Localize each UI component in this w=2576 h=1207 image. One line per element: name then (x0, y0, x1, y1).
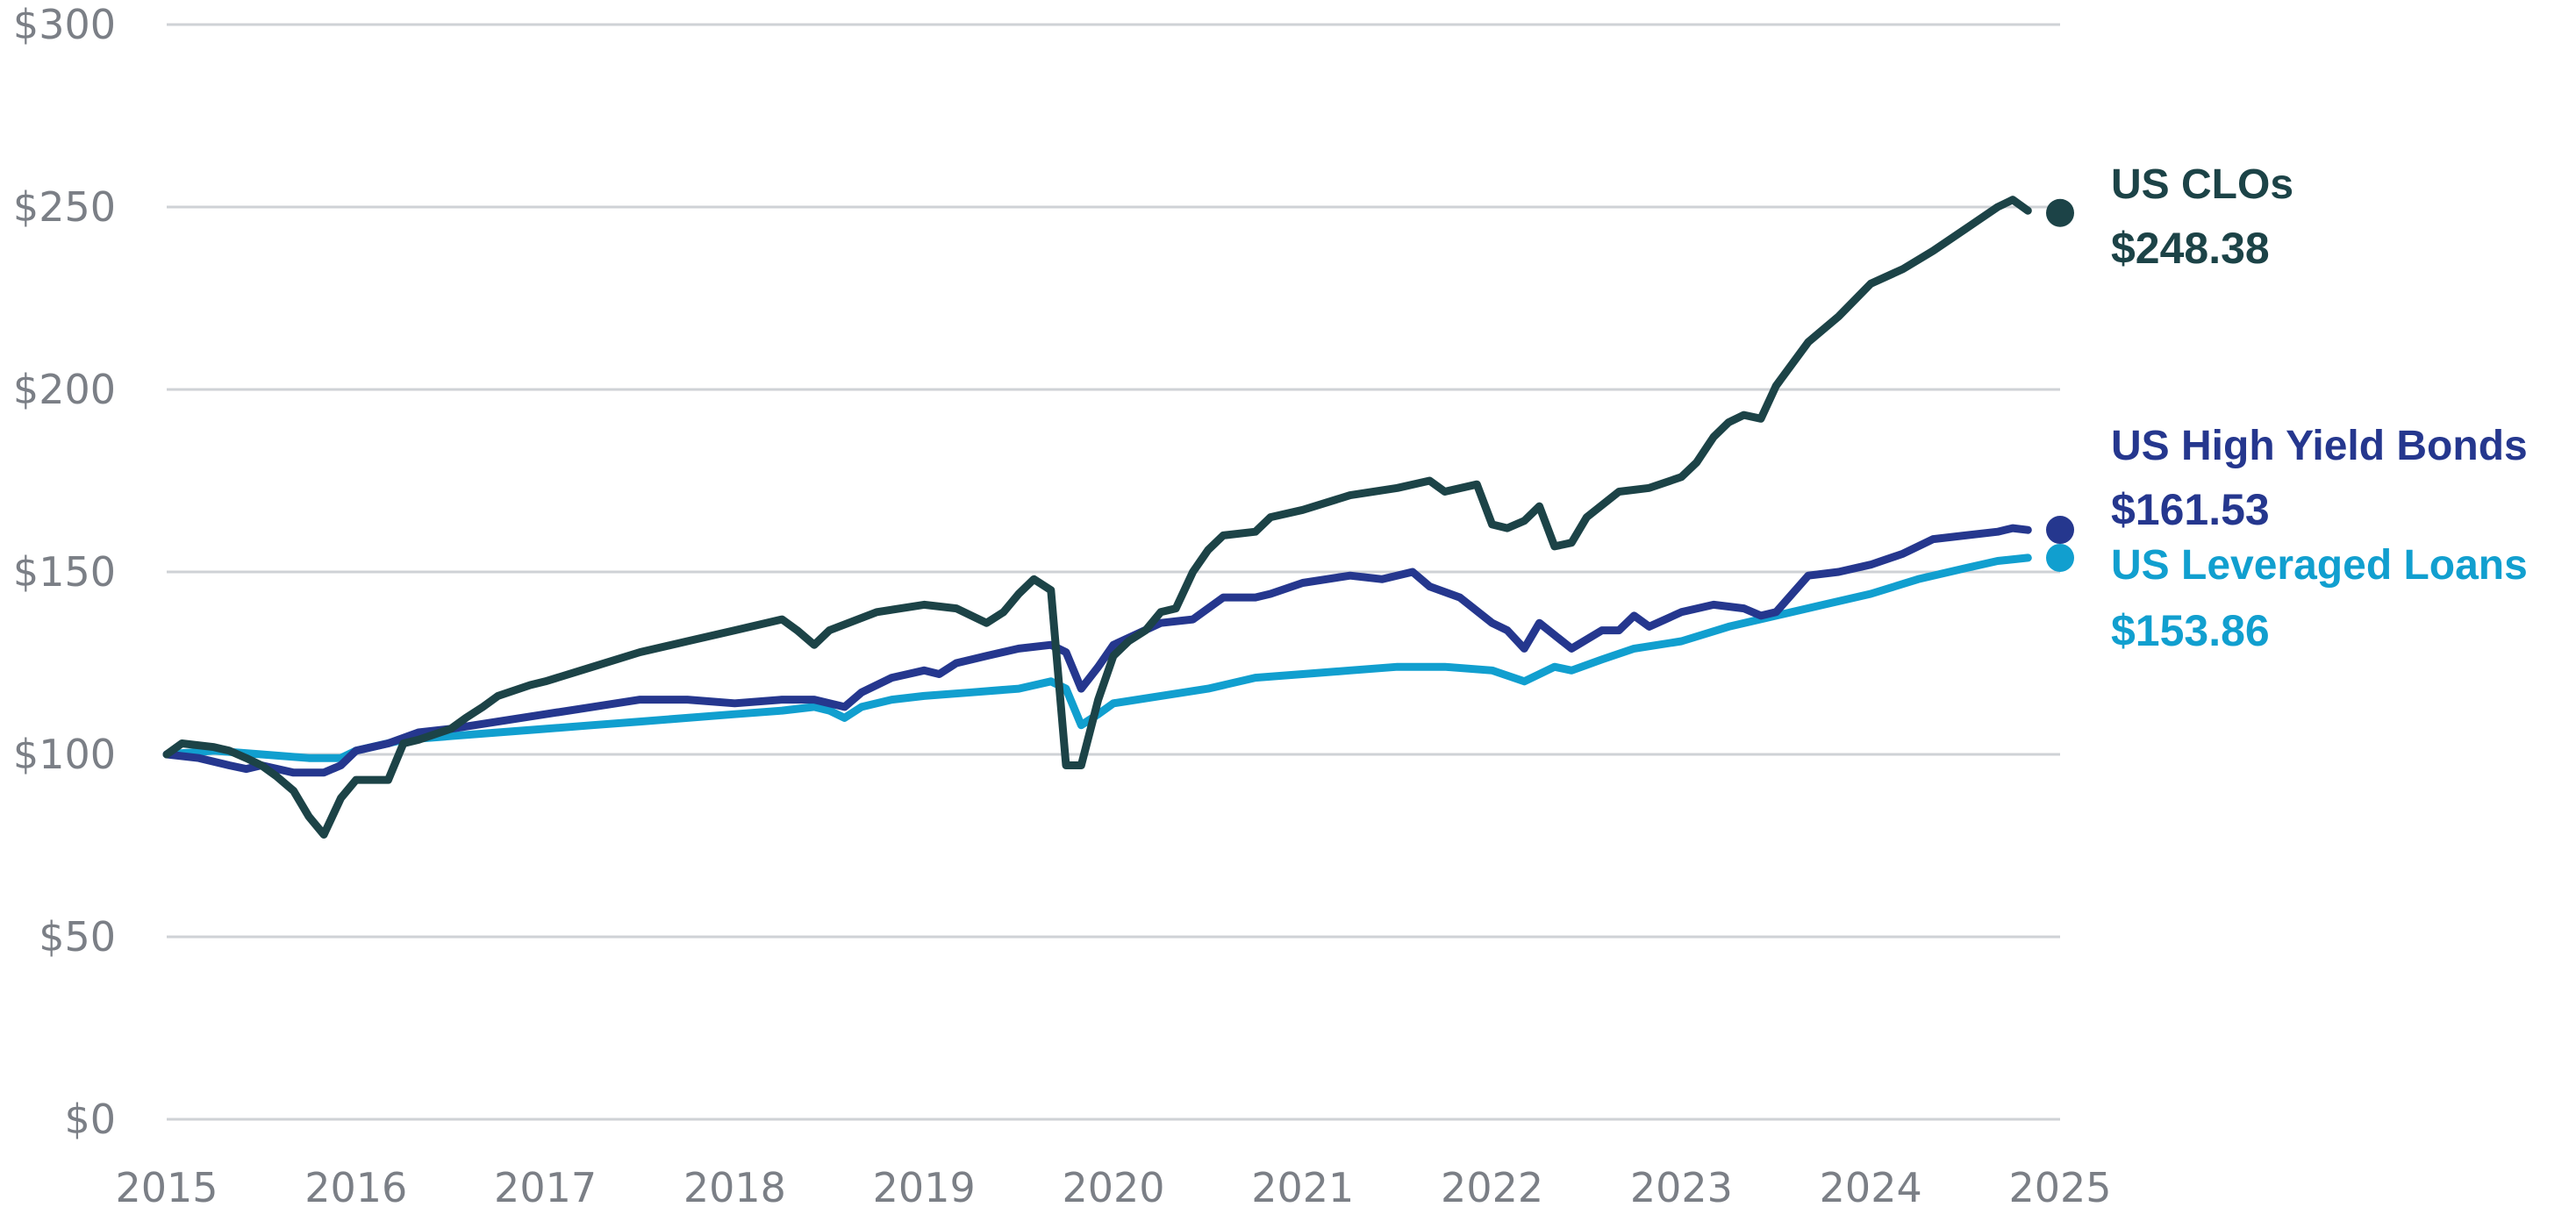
endpoint-layer (2046, 198, 2074, 572)
x-tick-label: 2019 (873, 1164, 976, 1207)
x-tick-label: 2024 (1820, 1164, 1922, 1207)
series-value-us-leveraged-loans: $153.86 (2111, 606, 2270, 655)
x-tick-label: 2015 (115, 1164, 218, 1207)
series-value-us-clos: $248.38 (2111, 224, 2270, 273)
y-tick-label: $100 (13, 731, 116, 778)
x-tick-label: 2023 (1630, 1164, 1733, 1207)
endpoint-marker-us-clos (2046, 198, 2074, 227)
y-tick-label: $0 (64, 1096, 116, 1143)
series-label-us-clos: US CLOs (2111, 161, 2293, 208)
y-tick-label: $200 (13, 366, 116, 413)
series-line-us-clos (162, 196, 2032, 839)
series-layer (162, 196, 2032, 839)
x-tick-label: 2021 (1251, 1164, 1354, 1207)
y-axis: $0 $50 $100 $150 $200 $250 $300 (13, 1, 116, 1143)
x-tick-label: 2018 (683, 1164, 786, 1207)
endpoint-marker-us-high-yield-bonds (2046, 516, 2074, 545)
x-tick-label: 2022 (1441, 1164, 1543, 1207)
x-tick-label: 2025 (2008, 1164, 2111, 1207)
x-tick-label: 2016 (304, 1164, 407, 1207)
y-tick-label: $150 (13, 548, 116, 596)
endpoint-marker-us-leveraged-loans (2046, 543, 2074, 572)
y-tick-label: $250 (13, 183, 116, 231)
series-value-us-high-yield-bonds: $161.53 (2111, 485, 2270, 534)
y-tick-label: $50 (39, 913, 116, 961)
series-labels: US CLOs $248.38 US High Yield Bonds $161… (2111, 161, 2528, 655)
x-tick-label: 2020 (1062, 1164, 1164, 1207)
series-line-us-leveraged-loans (162, 554, 2032, 762)
x-axis: 2015 2016 2017 2018 2019 2020 2021 2022 2023 2024… (115, 1164, 2111, 1207)
grid-layer (167, 23, 2060, 1121)
series-label-us-leveraged-loans: US Leveraged Loans (2111, 542, 2528, 589)
series-label-us-high-yield-bonds: US High Yield Bonds (2111, 423, 2528, 469)
y-tick-label: $300 (13, 1, 116, 48)
x-tick-label: 2017 (494, 1164, 597, 1207)
